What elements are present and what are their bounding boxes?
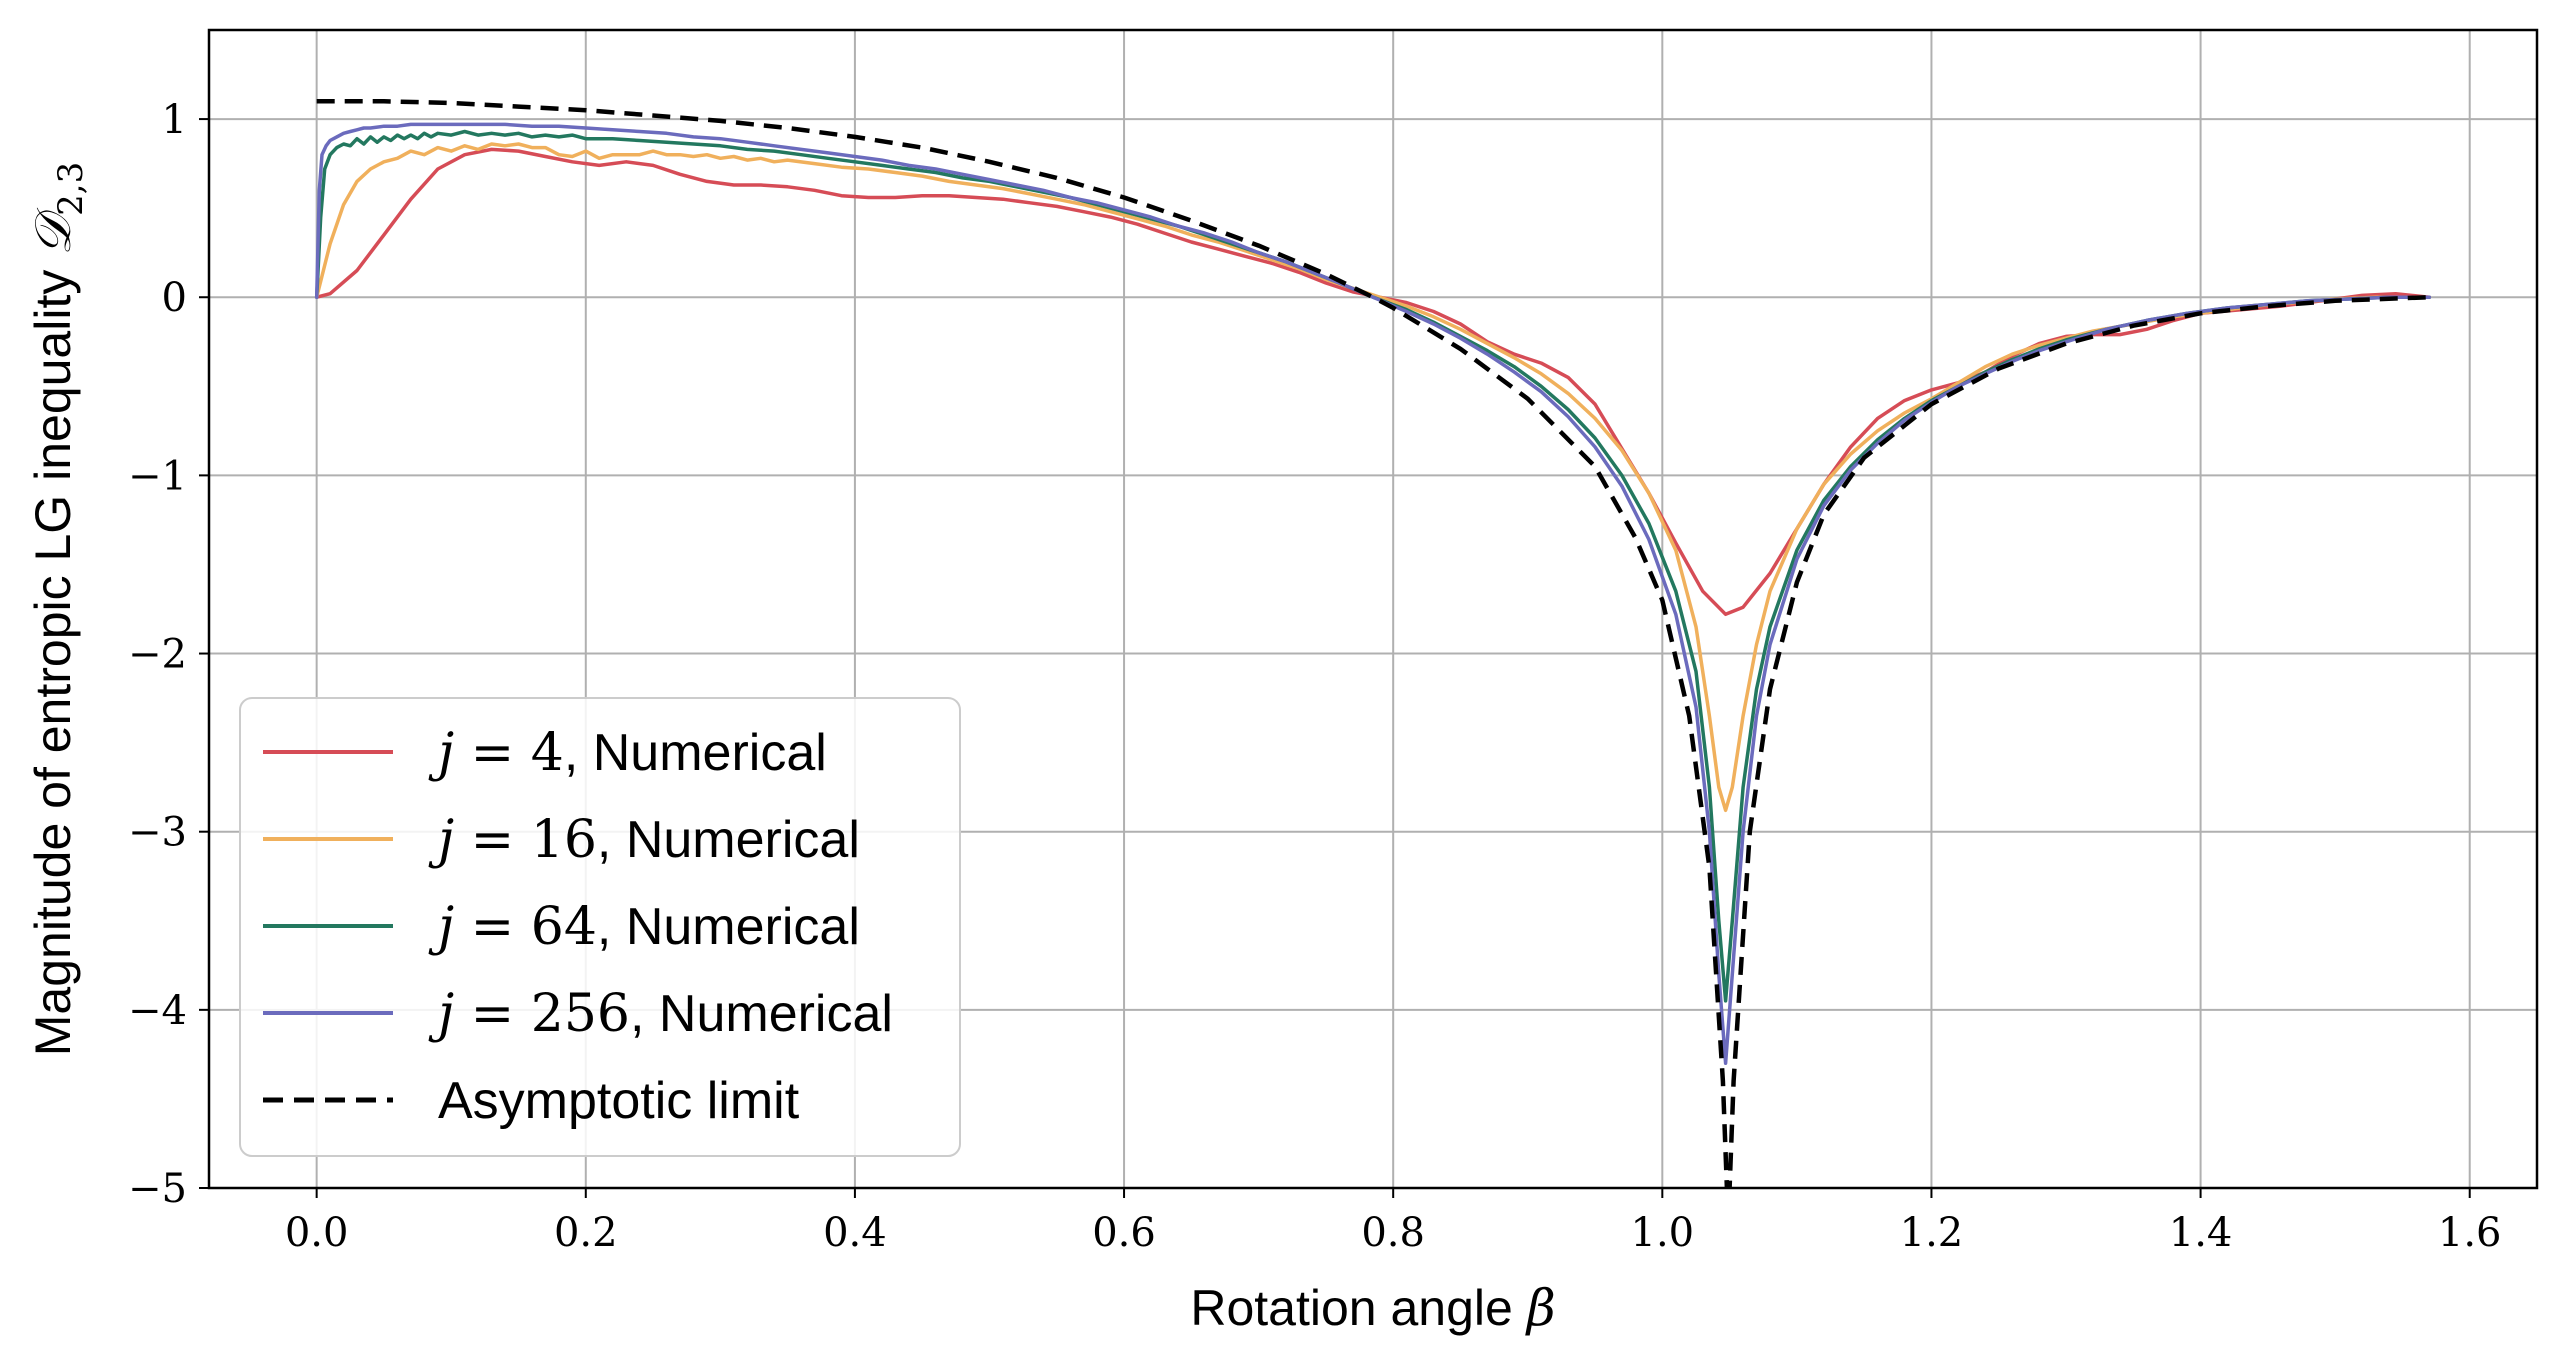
legend-label-1: j = 4, Numerical xyxy=(428,723,827,783)
y-axis-label-text: Magnitude of entropic LG inequality xyxy=(25,270,81,1057)
y-axis-label: Magnitude of entropic LG inequality 𝒟2,3 xyxy=(24,162,91,1057)
x-tick-label: 1.6 xyxy=(2438,1210,2502,1256)
x-tick-label: 0.0 xyxy=(285,1210,349,1256)
x-axis-label-symbol: β xyxy=(1525,1279,1556,1337)
legend-box xyxy=(239,697,961,1157)
y-tick-label: −5 xyxy=(128,1166,187,1212)
y-tick-label: −1 xyxy=(128,453,187,499)
x-tick-label: 0.6 xyxy=(1092,1210,1156,1256)
legend-value: = 256 xyxy=(454,984,630,1044)
legend-value: = 64 xyxy=(454,897,597,957)
y-axis-label-subscript: 2,3 xyxy=(51,162,91,216)
legend-label-3: j = 64, Numerical xyxy=(428,897,860,957)
plot-frame xyxy=(207,28,2539,1190)
y-tick-label: −2 xyxy=(128,632,187,678)
x-tick-label: 1.0 xyxy=(1631,1210,1695,1256)
series-group xyxy=(314,99,2432,1188)
series-line-5 xyxy=(316,99,2430,1188)
legend-suffix: , Numerical xyxy=(597,898,860,956)
legend: j = 4, Numerical j = 16, Numerical j = 64,… xyxy=(239,697,961,1157)
legend-label-4: j = 256, Numerical xyxy=(428,984,893,1044)
series-line-4 xyxy=(314,122,2432,1066)
x-tick-label: 0.4 xyxy=(823,1210,887,1256)
x-tick-label: 1.4 xyxy=(2169,1210,2233,1256)
legend-suffix: , Numerical xyxy=(630,985,893,1043)
y-tick-label: −3 xyxy=(128,810,187,856)
x-axis-label-text: Rotation angle xyxy=(1190,1280,1512,1336)
legend-label-5: Asymptotic limit xyxy=(438,1072,800,1130)
y-tick-label: 0 xyxy=(162,275,187,321)
x-tick-label: 0.8 xyxy=(1361,1210,1425,1256)
x-tick-label: 1.2 xyxy=(1900,1210,1964,1256)
legend-suffix: Asymptotic limit xyxy=(438,1072,800,1130)
y-tick-label: 1 xyxy=(162,97,187,143)
x-axis-ticks: 0.0 0.2 0.4 0.6 0.8 1.0 1.2 1.4 1.6 xyxy=(285,1188,2502,1256)
legend-value: = 4 xyxy=(454,723,564,783)
x-tick-label: 0.2 xyxy=(554,1210,618,1256)
legend-suffix: , Numerical xyxy=(597,811,860,869)
y-axis-ticks: 1 0 −1 −2 −3 −4 −5 xyxy=(128,97,209,1212)
series-line-2 xyxy=(314,142,2432,813)
legend-suffix: , Numerical xyxy=(564,724,827,782)
y-tick-label: −4 xyxy=(128,988,187,1034)
legend-value: = 16 xyxy=(454,810,597,870)
legend-label-2: j = 16, Numerical xyxy=(428,810,860,870)
x-axis-label: Rotation angle β xyxy=(1190,1279,1555,1337)
